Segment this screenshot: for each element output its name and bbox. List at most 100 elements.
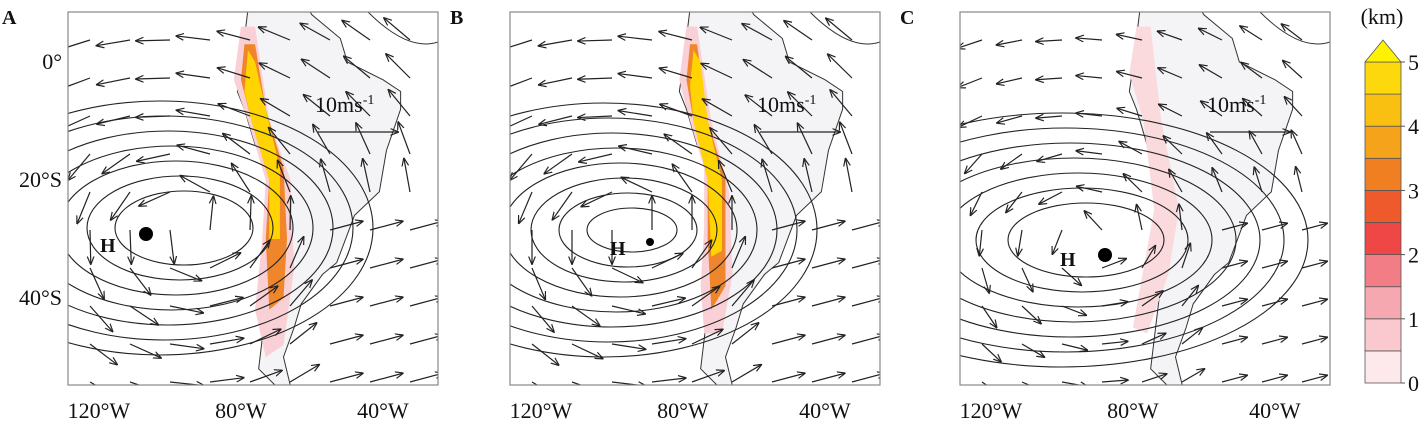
wind-arrow — [531, 343, 559, 365]
wind-arrow — [130, 229, 131, 264]
wind-arrow — [1243, 99, 1263, 117]
wind-arrow — [250, 196, 251, 231]
wind-arrow — [611, 343, 646, 349]
wind-arrow — [651, 339, 686, 345]
wind-arrow — [742, 24, 773, 41]
x-tick-label: 80°W — [657, 398, 709, 423]
scale-exponent: -1 — [805, 93, 817, 108]
wind-arrow — [232, 163, 251, 193]
wind-arrow — [1006, 191, 1023, 212]
contour — [960, 142, 1261, 338]
wind-arrow — [578, 78, 613, 79]
wind-arrow — [731, 237, 745, 269]
wind-arrow — [691, 286, 720, 307]
high-center — [1098, 248, 1112, 262]
wind-arrow — [981, 267, 989, 293]
wind-arrow — [96, 39, 131, 46]
wind-arrow — [664, 134, 693, 155]
wind-arrow — [710, 128, 733, 155]
wind-arrow — [691, 329, 723, 345]
wind-arrow — [771, 335, 805, 345]
wind-arrow — [1021, 305, 1041, 324]
wind-arrow — [846, 159, 853, 193]
high-center — [139, 227, 153, 241]
wind-arrow — [261, 99, 291, 117]
wind-arrow — [1061, 305, 1086, 315]
wind-arrow — [659, 68, 693, 79]
colorbar-tick-label: 0 — [1408, 371, 1419, 396]
wind-arrow — [828, 54, 853, 79]
contour — [510, 132, 778, 328]
wind-arrow — [830, 90, 853, 117]
colorbar-tick-label: 5 — [1408, 50, 1419, 75]
wind-arrow — [300, 23, 331, 41]
map-content — [68, 12, 438, 385]
wind-arrow — [1036, 78, 1063, 80]
colorbar-extend — [1364, 39, 1402, 63]
wind-arrow — [249, 240, 270, 269]
wind-arrow — [1076, 151, 1103, 154]
wind-arrow — [1249, 131, 1263, 155]
wind-arrow — [660, 104, 693, 117]
wind-arrow — [611, 382, 646, 385]
x-tick-label: 40°W — [799, 398, 851, 423]
wind-arrow — [510, 153, 533, 180]
wind-arrow — [771, 297, 805, 307]
wind-arrow — [578, 116, 613, 118]
wind-arrow — [539, 115, 573, 124]
wind-arrow — [139, 191, 171, 206]
wind-arrow — [700, 27, 733, 41]
wind-arrow — [369, 221, 403, 231]
wind-arrow — [851, 297, 880, 307]
x-tick-label: 80°W — [215, 398, 267, 423]
wind-arrow — [269, 128, 291, 155]
wind-arrow — [89, 305, 113, 331]
wind-arrow — [1179, 204, 1182, 231]
wind-arrow — [1212, 168, 1223, 193]
high-label: H — [1060, 249, 1076, 271]
colorbar-tick-label: 1 — [1408, 307, 1419, 332]
coast — [367, 12, 438, 45]
wind-arrow — [762, 159, 773, 193]
scale-text: 10ms — [757, 92, 805, 117]
contour — [510, 117, 798, 343]
wind-arrow — [1199, 28, 1223, 41]
wind-arrow — [217, 31, 251, 41]
wind-arrow — [621, 177, 653, 193]
wind-arrow — [970, 191, 983, 215]
wind-arrow — [840, 122, 853, 155]
wind-arrow — [1158, 68, 1183, 79]
wind-arrow — [218, 68, 251, 79]
wind-arrow — [1061, 343, 1087, 350]
wind-arrow — [68, 115, 91, 127]
wind-arrow — [1221, 299, 1247, 307]
wind-arrow — [811, 335, 845, 345]
wind-arrow — [129, 267, 151, 295]
wind-arrow — [329, 335, 363, 345]
x-tick-label: 40°W — [1249, 398, 1301, 423]
wind-arrow — [356, 123, 371, 155]
wind-arrow — [1261, 261, 1287, 269]
wind-arrow — [289, 365, 319, 383]
wind-arrow — [1261, 223, 1287, 231]
wind-arrow — [388, 90, 411, 117]
wind-arrow — [1021, 343, 1044, 357]
wind-arrow — [363, 159, 371, 193]
colorbar-segment — [1364, 222, 1402, 255]
contour — [960, 112, 1309, 368]
wind-arrow — [1291, 130, 1303, 155]
wind-arrow — [798, 123, 813, 155]
wind-arrow — [811, 221, 845, 231]
colorbar-segment — [1364, 93, 1402, 127]
wind-arrow — [329, 297, 363, 307]
wind-arrow — [303, 95, 331, 117]
wind-arrow — [97, 115, 131, 124]
wind-arrow — [1039, 191, 1063, 204]
wind-arrow — [701, 63, 733, 79]
wind-arrow — [369, 335, 403, 345]
y-tick-label: 40°S — [19, 285, 62, 310]
wind-arrow — [1281, 24, 1303, 41]
wind-arrow — [278, 160, 291, 193]
wind-arrow — [302, 59, 331, 79]
colorbar-segment — [1364, 350, 1402, 384]
